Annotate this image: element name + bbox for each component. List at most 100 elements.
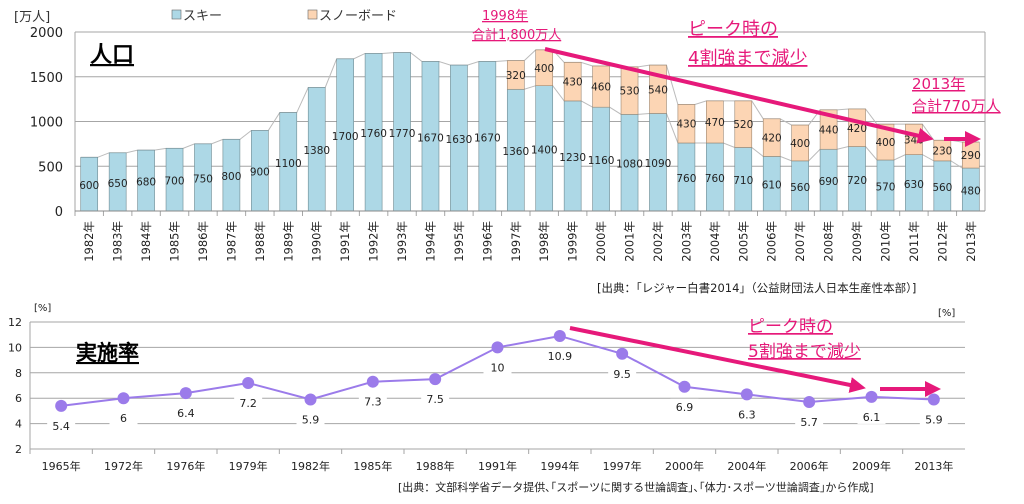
x-tick-label: 1979年 [229,459,268,473]
x-tick-label: 1991年 [478,459,517,473]
bar-snowboard [791,124,809,162]
bar-label-ski: 560 [790,182,810,194]
data-label-bg [795,414,824,430]
annotation-peak-year: 1998年 [482,9,528,24]
y-axis-unit-right: [%] [938,308,955,319]
data-label-bg [608,365,637,381]
bar-label-ski: 1760 [360,128,387,140]
data-label: 6 [120,412,127,425]
trend-arrow [569,326,866,393]
data-label: 5.9 [925,413,943,426]
y-axis-unit: [万人] [14,10,50,25]
annotation-decline-line1: ピーク時の [748,317,833,337]
bar-label-ski: 710 [733,175,753,187]
bar-label-ski: 760 [676,173,696,185]
x-tick-label: 2006年 [765,221,779,262]
x-tick-label: 1976年 [166,459,205,473]
data-label-bg [670,398,699,414]
y-tick-label: 4 [15,418,22,431]
x-tick-label: 1982年 [291,459,330,473]
bar-label-snowboard: 440 [819,125,839,137]
bar-snowboard [535,49,554,87]
bar-label-ski: 750 [193,173,213,185]
data-point [803,396,816,409]
data-label-bg [296,411,325,427]
x-tick-label: 1994年 [540,459,579,473]
bar-label-ski: 690 [819,176,839,188]
bar-label-ski: 1380 [303,145,330,157]
legend-swatch-snowboard [307,9,318,20]
x-tick-label: 2000年 [665,459,704,473]
data-label-bg [234,394,263,410]
y-tick-label: 1000 [30,116,63,131]
data-label-bg [919,411,948,427]
bar-label-snowboard: 470 [705,117,725,129]
data-point [179,387,192,400]
bar-label-ski: 900 [250,167,270,179]
x-tick-label: 2000年 [594,221,608,262]
x-tick-label: 1986年 [196,221,210,262]
y-tick-label: 8 [15,367,22,380]
bar-label-ski: 1160 [588,155,615,167]
x-tick-label: 2006年 [790,459,829,473]
bar-label-ski: 680 [136,177,156,189]
source-note: [出典：文部科学省データ提供､｢スポーツに関する世論調査｣､｢体力･スポーツ世論… [398,480,874,494]
bar-label-ski: 1100 [275,158,302,170]
data-label-bg [483,359,512,375]
data-label: 7.5 [426,393,444,406]
y-tick-label: 500 [38,160,63,175]
y-tick-label: 2 [15,443,22,456]
data-point [366,375,379,388]
bar-snowboard [734,100,753,148]
chart-title: 実施率 [76,341,139,365]
data-label: 5.4 [52,420,70,433]
data-point [927,393,940,406]
data-label: 10 [491,361,505,374]
trend-arrow [544,47,934,144]
bar-label-ski: 1670 [417,132,444,144]
bar-snowboard [876,123,895,161]
x-tick-label: 2012年 [935,221,949,262]
bar-snowboard [933,139,952,162]
bar-label-snowboard: 530 [620,86,640,98]
x-tick-label: 1987年 [224,221,238,262]
bar-label-snowboard: 230 [932,146,952,158]
x-tick-label: 1982年 [82,221,96,262]
data-label-bg [171,405,200,421]
x-tick-label: 2005年 [736,221,750,262]
x-tick-label: 1989年 [281,221,295,262]
data-point [429,373,442,386]
x-tick-label: 1988年 [253,221,267,262]
data-label-bg [109,410,138,426]
x-tick-label: 1984年 [139,221,153,262]
bar-snowboard [819,109,838,150]
x-tick-label: 1994年 [423,221,437,262]
data-point [55,399,68,412]
bar-label-ski: 1090 [645,158,672,170]
data-point [304,393,317,406]
data-label: 6.3 [738,408,756,421]
bar-label-snowboard: 420 [847,123,867,135]
source-note: [出典：｢レジャー白書2014｣（公益財団法人日本生産性本部）] [597,281,916,295]
y-tick-label: 12 [8,316,22,329]
x-tick-label: 2009年 [852,459,891,473]
y-tick-label: 2000 [30,26,63,41]
legend-label-ski: スキー [183,9,222,24]
data-label: 9.5 [613,368,631,381]
bar-label-ski: 1360 [502,146,529,158]
bar-label-ski: 1080 [616,159,643,171]
bar-label-ski: 560 [932,182,952,194]
x-tick-label: 1998年 [537,221,551,262]
x-tick-label: 1996年 [480,221,494,262]
bar-label-ski: 480 [961,186,981,198]
data-point [616,347,629,360]
bar-label-ski: 600 [79,180,99,192]
x-tick-label: 2002年 [651,221,665,262]
x-tick-label: 1972年 [104,459,143,473]
legend-swatch-ski [171,9,182,20]
y-axis-unit: [%] [34,303,51,314]
bar-label-snowboard: 540 [648,84,668,96]
x-tick-label: 2004年 [708,221,722,262]
data-label: 5.7 [800,416,818,429]
